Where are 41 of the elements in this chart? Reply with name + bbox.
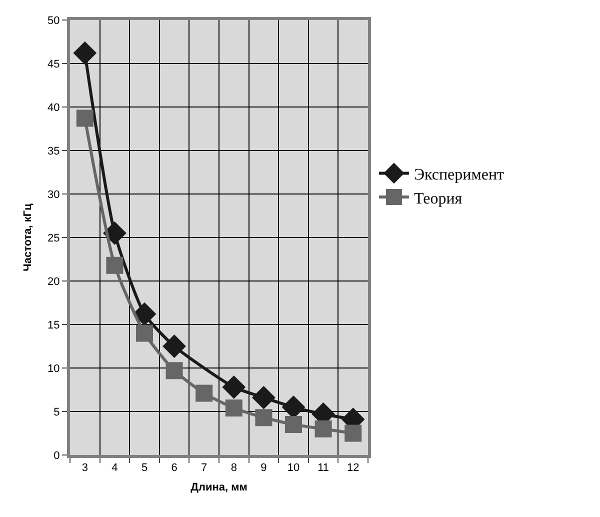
point (73, 41, 97, 65)
y-tick-label: 0 (54, 450, 60, 462)
point (76, 110, 94, 127)
point (132, 302, 156, 326)
y-tick-label: 40 (48, 102, 60, 114)
point (136, 324, 153, 342)
point (103, 221, 126, 245)
x-tick-label: 6 (171, 462, 178, 474)
point (196, 384, 213, 402)
point (255, 409, 272, 426)
y-tick-label: 45 (48, 58, 60, 70)
x-tick-label: 12 (346, 462, 360, 474)
point (314, 420, 332, 438)
point (222, 375, 246, 399)
y-tick-label: 5 (54, 406, 60, 418)
x-tick-label: 11 (318, 462, 330, 474)
x-tick-label: 10 (287, 462, 300, 474)
point (166, 362, 183, 380)
x-tick-label: 8 (230, 462, 237, 474)
y-tick-label: 25 (48, 232, 60, 244)
point (285, 416, 302, 434)
x-tick-label: 9 (260, 462, 267, 474)
point (162, 334, 186, 358)
y-tick-label: 35 (48, 145, 60, 158)
y-axis-title: Частота, кГц (22, 203, 34, 272)
y-tick-label: 15 (48, 319, 60, 332)
y-tick-label: 30 (48, 188, 60, 201)
x-axis-title: Длина, мм (190, 481, 248, 494)
y-tick-label: 50 (48, 14, 60, 27)
point (252, 386, 276, 410)
y-tick-label: 20 (48, 276, 60, 288)
x-tick-label: 4 (112, 462, 118, 474)
x-tick-label: 3 (82, 462, 88, 474)
point (106, 256, 124, 274)
legend-label: Теория (414, 190, 463, 208)
x-tick-label: 7 (201, 462, 208, 474)
y-tick-label: 10 (48, 362, 60, 375)
legend-label: Эксперимент (414, 166, 504, 184)
point (344, 424, 362, 442)
point (225, 400, 242, 417)
x-tick-label: 5 (141, 462, 148, 474)
